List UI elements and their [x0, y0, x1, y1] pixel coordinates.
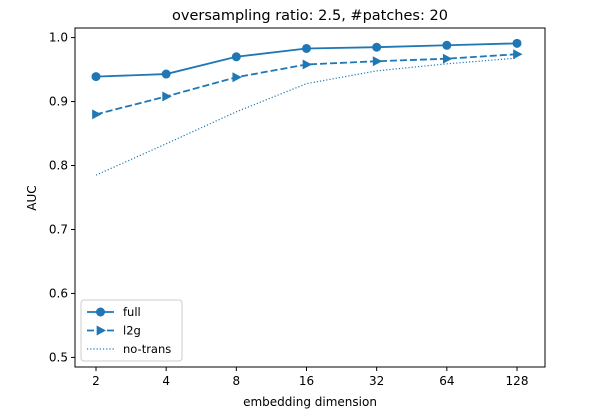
legend-item-no-trans: no-trans [87, 342, 171, 356]
x-tick-label: 128 [506, 374, 529, 388]
data-point-l2g [92, 109, 102, 120]
data-point-full [91, 72, 101, 82]
x-axis-title: embedding dimension [243, 395, 377, 409]
legend-label-full: full [123, 305, 141, 319]
y-axis: 0.5 0.6 0.7 0.8 0.9 1.0 [49, 31, 75, 364]
x-tick-label: 8 [233, 374, 241, 388]
x-tick-label: 16 [299, 374, 314, 388]
legend-label-no-trans: no-trans [123, 342, 171, 356]
legend-item-full: full [87, 305, 141, 319]
data-point-full [372, 42, 382, 52]
y-tick-label: 0.6 [49, 286, 68, 300]
series-no-trans [95, 57, 518, 176]
plot-frame [74, 27, 546, 368]
legend: full l2g no-trans [80, 299, 183, 362]
data-point-l2g [162, 91, 172, 102]
series-l2g [92, 49, 523, 120]
x-tick-label: 4 [162, 374, 170, 388]
y-axis-title: AUC [25, 185, 39, 210]
series-line-no-trans [95, 57, 518, 176]
series-full [91, 38, 522, 82]
data-point-l2g [513, 49, 523, 60]
y-tick-label: 1.0 [49, 31, 68, 45]
y-tick-label: 0.8 [49, 159, 68, 173]
data-point-full [231, 52, 241, 62]
series-layer [91, 38, 523, 176]
data-point-l2g [442, 53, 453, 64]
x-axis: 2 4 8 16 32 64 128 [92, 367, 528, 388]
data-point-full [442, 40, 452, 50]
legend-marker-full [96, 307, 105, 317]
legend-label-l2g: l2g [123, 324, 141, 338]
y-tick-label: 0.9 [49, 95, 68, 109]
data-point-full [161, 69, 171, 79]
legend-box [80, 299, 183, 362]
data-point-l2g [302, 59, 312, 70]
data-point-l2g [232, 72, 242, 83]
data-point-l2g [372, 56, 383, 67]
y-tick-label: 0.7 [49, 222, 68, 236]
data-point-full [302, 43, 311, 53]
data-point-full [512, 38, 522, 48]
legend-item-l2g: l2g [87, 324, 141, 338]
legend-marker-l2g [96, 325, 106, 336]
chart-title: oversampling ratio: 2.5, #patches: 20 [172, 8, 448, 24]
x-tick-label: 32 [369, 374, 384, 388]
x-tick-label: 64 [439, 374, 454, 388]
x-tick-label: 2 [92, 374, 100, 388]
y-tick-label: 0.5 [49, 350, 68, 364]
